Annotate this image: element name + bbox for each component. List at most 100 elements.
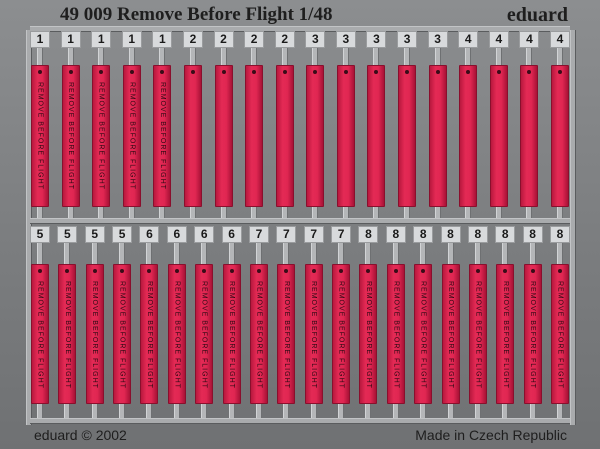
copyright-text: eduard © 2002 xyxy=(34,427,127,443)
remove-before-flight-tag: 4 xyxy=(550,31,570,218)
red-flag-streamer: REMOVE BEFORE FLIGHT xyxy=(167,264,186,404)
flag-inscription: REMOVE BEFORE FLIGHT xyxy=(145,281,153,389)
remove-before-flight-tag: 2 xyxy=(274,31,295,218)
lanyard-hole xyxy=(147,269,152,273)
red-flag-streamer: REMOVE BEFORE FLIGHT xyxy=(277,264,296,404)
attachment-gate xyxy=(557,48,563,65)
lanyard-hole xyxy=(202,269,207,273)
attachment-gate xyxy=(342,48,349,65)
red-flag-streamer: REMOVE BEFORE FLIGHT xyxy=(468,264,487,404)
right-frame-rail xyxy=(570,30,576,425)
tag-part-number: 6 xyxy=(194,226,215,243)
remove-before-flight-tag: 3 xyxy=(397,31,418,218)
red-flag-streamer: REMOVE BEFORE FLIGHT xyxy=(61,65,80,207)
tag-part-number: 1 xyxy=(91,31,112,48)
lanyard-hole xyxy=(92,269,97,273)
red-flag-streamer xyxy=(520,65,539,207)
tag-part-number: 5 xyxy=(30,226,50,243)
remove-before-flight-tag: 1 REMOVE BEFORE FLIGHT xyxy=(152,31,173,218)
tag-part-number: 8 xyxy=(522,226,543,243)
red-flag-streamer: REMOVE BEFORE FLIGHT xyxy=(195,264,214,404)
lanyard-hole xyxy=(503,269,508,273)
lanyard-hole xyxy=(448,269,453,273)
bottom-gate xyxy=(255,404,262,418)
red-flag-streamer xyxy=(214,65,233,207)
bottom-gate xyxy=(37,404,43,418)
bottom-gate xyxy=(404,207,411,218)
remove-before-flight-tag: 2 xyxy=(182,31,203,218)
bottom-gate xyxy=(434,207,441,218)
bottom-gate xyxy=(159,207,166,218)
flag-inscription: REMOVE BEFORE FLIGHT xyxy=(337,281,345,389)
remove-before-flight-tag: 5 REMOVE BEFORE FLIGHT xyxy=(30,226,50,418)
flag-inscription: REMOVE BEFORE FLIGHT xyxy=(474,281,482,389)
remove-before-flight-tag: 8 REMOVE BEFORE FLIGHT xyxy=(358,226,379,418)
bottom-gate xyxy=(495,207,502,218)
tag-part-number: 1 xyxy=(121,31,142,48)
attachment-gate xyxy=(373,48,380,65)
attachment-gate xyxy=(251,48,258,65)
lanyard-hole xyxy=(65,269,70,273)
remove-before-flight-tag: 7 REMOVE BEFORE FLIGHT xyxy=(276,226,297,418)
red-flag-streamer xyxy=(489,65,508,207)
bottom-gate xyxy=(91,404,98,418)
attachment-gate xyxy=(338,243,345,264)
flag-inscription: REMOVE BEFORE FLIGHT xyxy=(36,82,44,190)
bottom-gate xyxy=(98,207,105,218)
attachment-gate xyxy=(447,243,454,264)
attachment-gate xyxy=(37,243,43,264)
tag-row-top: 1 REMOVE BEFORE FLIGHT 1 REMOVE BEFORE FLIG… xyxy=(30,31,570,221)
tag-part-number: 8 xyxy=(413,226,434,243)
flag-inscription: REMOVE BEFORE FLIGHT xyxy=(200,281,208,389)
flag-inscription: REMOVE BEFORE FLIGHT xyxy=(529,281,537,389)
attachment-gate xyxy=(365,243,372,264)
lanyard-hole xyxy=(343,70,348,74)
lanyard-hole xyxy=(38,70,42,74)
tag-part-number: 3 xyxy=(335,31,356,48)
lanyard-hole xyxy=(475,269,480,273)
tag-part-number: 7 xyxy=(331,226,352,243)
remove-before-flight-tag: 8 REMOVE BEFORE FLIGHT xyxy=(550,226,570,418)
lanyard-hole xyxy=(68,70,73,74)
red-flag-streamer xyxy=(428,65,447,207)
remove-before-flight-tag: 8 REMOVE BEFORE FLIGHT xyxy=(440,226,461,418)
lanyard-hole xyxy=(421,269,426,273)
red-flag-streamer xyxy=(245,65,264,207)
remove-before-flight-tag: 1 REMOVE BEFORE FLIGHT xyxy=(91,31,112,218)
lanyard-hole xyxy=(120,269,125,273)
lanyard-hole xyxy=(256,269,261,273)
tag-part-number: 3 xyxy=(397,31,418,48)
red-flag-streamer: REMOVE BEFORE FLIGHT xyxy=(58,264,77,404)
attachment-gate xyxy=(310,243,317,264)
lanyard-hole xyxy=(174,269,179,273)
attachment-gate xyxy=(495,48,502,65)
attachment-gate xyxy=(434,48,441,65)
bottom-gate xyxy=(392,404,399,418)
remove-before-flight-tag: 1 REMOVE BEFORE FLIGHT xyxy=(60,31,81,218)
tag-part-number: 7 xyxy=(248,226,269,243)
tag-part-number: 8 xyxy=(467,226,488,243)
lanyard-hole xyxy=(393,269,398,273)
bottom-gate xyxy=(128,207,135,218)
remove-before-flight-tag: 3 xyxy=(305,31,326,218)
middle-frame-bar xyxy=(30,218,570,224)
flag-inscription: REMOVE BEFORE FLIGHT xyxy=(282,281,290,389)
lanyard-hole xyxy=(38,269,42,273)
bottom-gate xyxy=(189,207,196,218)
lanyard-hole xyxy=(374,70,379,74)
remove-before-flight-tag: 4 xyxy=(458,31,479,218)
tag-part-number: 2 xyxy=(213,31,234,48)
attachment-gate xyxy=(557,243,563,264)
remove-before-flight-tag: 6 REMOVE BEFORE FLIGHT xyxy=(221,226,242,418)
tag-part-number: 4 xyxy=(488,31,509,48)
flag-inscription: REMOVE BEFORE FLIGHT xyxy=(173,281,181,389)
remove-before-flight-tag: 7 REMOVE BEFORE FLIGHT xyxy=(303,226,324,418)
bottom-gate xyxy=(310,404,317,418)
remove-before-flight-tag: 8 REMOVE BEFORE FLIGHT xyxy=(495,226,516,418)
tag-part-number: 4 xyxy=(550,31,570,48)
flag-inscription: REMOVE BEFORE FLIGHT xyxy=(91,281,99,389)
lanyard-hole xyxy=(530,269,535,273)
flag-inscription: REMOVE BEFORE FLIGHT xyxy=(255,281,263,389)
flag-inscription: REMOVE BEFORE FLIGHT xyxy=(128,82,136,190)
